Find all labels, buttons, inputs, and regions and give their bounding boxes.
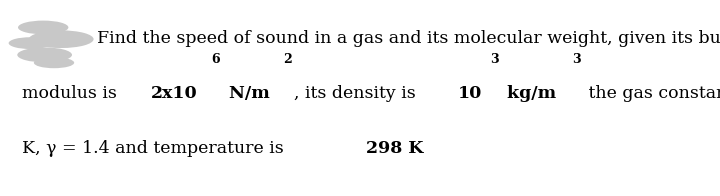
Text: 6: 6 xyxy=(212,53,220,66)
Text: modulus is: modulus is xyxy=(22,85,122,102)
Text: 3: 3 xyxy=(490,53,498,66)
Text: 3: 3 xyxy=(572,53,581,66)
Text: Find the speed of sound in a gas and its molecular weight, given its bulk: Find the speed of sound in a gas and its… xyxy=(97,30,720,47)
Text: 10: 10 xyxy=(459,85,482,102)
Circle shape xyxy=(18,21,68,34)
Text: the gas constant is: the gas constant is xyxy=(583,85,720,102)
Circle shape xyxy=(34,57,74,68)
Text: 2x10: 2x10 xyxy=(151,85,198,102)
Circle shape xyxy=(29,30,94,48)
Text: 2: 2 xyxy=(283,53,292,66)
Circle shape xyxy=(17,47,72,62)
Circle shape xyxy=(9,37,52,49)
Text: N/m: N/m xyxy=(222,85,269,102)
Text: K, γ = 1.4 and temperature is: K, γ = 1.4 and temperature is xyxy=(22,140,289,157)
Text: , its density is: , its density is xyxy=(294,85,421,102)
Text: 298 K: 298 K xyxy=(366,140,424,157)
Text: kg/m: kg/m xyxy=(501,85,556,102)
